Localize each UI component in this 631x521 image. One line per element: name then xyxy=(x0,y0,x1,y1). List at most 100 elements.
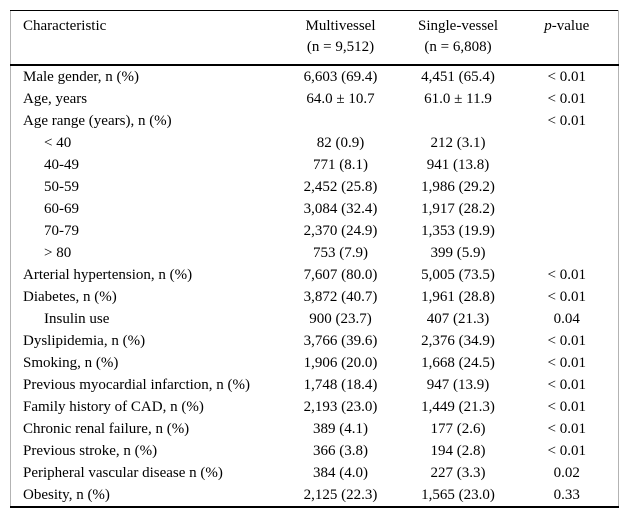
p-value: < 0.01 xyxy=(547,113,586,129)
table-row: 40-49 771 (8.1) 941 (13.8) xyxy=(11,154,619,176)
multivessel-value: 3,084 (32.4) xyxy=(303,201,378,217)
row-label: Previous myocardial infarction, n (%) xyxy=(23,377,251,393)
multivessel-value: 389 (4.1) xyxy=(313,421,368,437)
single-vessel-value: 4,451 (65.4) xyxy=(421,69,495,85)
single-vessel-value: 212 (3.1) xyxy=(430,135,486,151)
row-label: Arterial hypertension, n (%) xyxy=(23,267,193,283)
single-vessel-value xyxy=(401,110,516,132)
p-value: < 0.01 xyxy=(547,333,586,349)
single-vessel-value: 941 (13.8) xyxy=(426,157,490,173)
p-value: < 0.01 xyxy=(547,377,586,393)
row-label: < 40 xyxy=(44,135,72,151)
row-label: Male gender, n (%) xyxy=(23,69,140,85)
p-value: < 0.01 xyxy=(547,443,586,459)
table-row: 60-69 3,084 (32.4) 1,917 (28.2) xyxy=(11,198,619,220)
p-value xyxy=(516,198,619,220)
table-header-row: Characteristic Multivessel (n = 9,512) S… xyxy=(10,10,619,66)
row-label: Age range (years), n (%) xyxy=(23,113,172,129)
p-value xyxy=(516,176,619,198)
table-row: Previous stroke, n (%) 366 (3.8) 194 (2.8)… xyxy=(11,440,619,462)
col-header-multivessel: Multivessel (n = 9,512) xyxy=(280,10,401,66)
table-row: Peripheral vascular disease n (%) 384 (4.… xyxy=(11,462,619,484)
multivessel-value: 753 (7.9) xyxy=(313,245,368,261)
multivessel-value: 7,607 (80.0) xyxy=(303,267,378,283)
p-value: < 0.01 xyxy=(547,267,586,283)
single-vessel-value: 177 (2.6) xyxy=(430,421,486,437)
single-vessel-value: 1,353 (19.9) xyxy=(421,223,495,239)
single-vessel-header-label: Single-vessel xyxy=(418,18,498,34)
table-row: Male gender, n (%) 6,603 (69.4) 4,451 (65.… xyxy=(11,65,619,88)
row-label: Obesity, n (%) xyxy=(23,487,110,503)
characteristics-table: Characteristic Multivessel (n = 9,512) S… xyxy=(10,10,619,508)
single-vessel-header-n: (n = 6,808) xyxy=(424,39,492,55)
multivessel-value: 366 (3.8) xyxy=(313,443,368,459)
multivessel-value: 3,872 (40.7) xyxy=(303,289,378,305)
table-row: > 80 753 (7.9) 399 (5.9) xyxy=(11,242,619,264)
row-label: Chronic renal failure, n (%) xyxy=(23,421,190,437)
p-value-header-p: p xyxy=(544,18,552,34)
table-row: Family history of CAD, n (%) 2,193 (23.0)… xyxy=(11,396,619,418)
p-value xyxy=(516,154,619,176)
row-label: 50-59 xyxy=(44,179,79,195)
multivessel-value: 6,603 (69.4) xyxy=(303,69,378,85)
single-vessel-value: 1,668 (24.5) xyxy=(421,355,495,371)
col-header-characteristic: Characteristic xyxy=(10,10,281,66)
p-value: 0.04 xyxy=(553,311,580,327)
multivessel-value: 64.0 ± 10.7 xyxy=(306,91,375,107)
single-vessel-value: 947 (13.9) xyxy=(426,377,490,393)
multivessel-header-n: (n = 9,512) xyxy=(306,39,375,55)
single-vessel-value: 227 (3.3) xyxy=(430,465,486,481)
single-vessel-value: 1,961 (28.8) xyxy=(421,289,495,305)
row-label: 40-49 xyxy=(44,157,79,173)
table-row: Insulin use 900 (23.7) 407 (21.3) 0.04 xyxy=(11,308,619,330)
single-vessel-value: 1,449 (21.3) xyxy=(421,399,495,415)
multivessel-value: 2,125 (22.3) xyxy=(303,487,378,503)
single-vessel-value: 1,917 (28.2) xyxy=(421,201,495,217)
single-vessel-value: 5,005 (73.5) xyxy=(421,267,495,283)
table-row: Age range (years), n (%) < 0.01 xyxy=(11,110,619,132)
col-header-characteristic-label: Characteristic xyxy=(23,18,107,34)
multivessel-value: 2,370 (24.9) xyxy=(303,223,378,239)
p-value-header-label: p-value xyxy=(516,16,619,37)
multivessel-value: 384 (4.0) xyxy=(313,465,368,481)
single-vessel-value: 61.0 ± 11.9 xyxy=(424,91,492,107)
row-label: > 80 xyxy=(44,245,72,261)
single-vessel-value: 1,565 (23.0) xyxy=(421,487,495,503)
multivessel-value: 3,766 (39.6) xyxy=(303,333,378,349)
multivessel-value: 1,906 (20.0) xyxy=(303,355,378,371)
col-header-single-vessel: Single-vessel (n = 6,808) xyxy=(400,10,516,66)
p-value xyxy=(516,220,619,242)
p-value: < 0.01 xyxy=(547,399,586,415)
table-row: Diabetes, n (%) 3,872 (40.7) 1,961 (28.8) <… xyxy=(11,286,619,308)
p-value: < 0.01 xyxy=(547,69,586,85)
single-vessel-value: 399 (5.9) xyxy=(430,245,486,261)
table-row: < 40 82 (0.9) 212 (3.1) xyxy=(11,132,619,154)
row-label: Insulin use xyxy=(44,311,110,327)
table-row: Smoking, n (%) 1,906 (20.0) 1,668 (24.5) < … xyxy=(11,352,619,374)
multivessel-value: 2,452 (25.8) xyxy=(303,179,378,195)
p-value: 0.02 xyxy=(553,465,580,481)
p-value: 0.33 xyxy=(553,487,580,503)
p-value: < 0.01 xyxy=(547,421,586,437)
row-label: Age, years xyxy=(23,91,88,107)
table-row: Arterial hypertension, n (%) 7,607 (80.0)… xyxy=(11,264,619,286)
row-label: Peripheral vascular disease n (%) xyxy=(23,465,223,481)
row-label: Smoking, n (%) xyxy=(23,355,119,371)
multivessel-value xyxy=(281,110,401,132)
p-value xyxy=(516,242,619,264)
table-row: Age, years 64.0 ± 10.7 61.0 ± 11.9 < 0.01 xyxy=(11,88,619,110)
single-vessel-value: 194 (2.8) xyxy=(430,443,486,459)
p-value: < 0.01 xyxy=(547,91,586,107)
single-vessel-value: 2,376 (34.9) xyxy=(421,333,495,349)
single-vessel-value: 1,986 (29.2) xyxy=(421,179,495,195)
table-row: 50-59 2,452 (25.8) 1,986 (29.2) xyxy=(11,176,619,198)
table-row: Dyslipidemia, n (%) 3,766 (39.6) 2,376 (34… xyxy=(11,330,619,352)
multivessel-value: 82 (0.9) xyxy=(316,135,365,151)
table-row: Chronic renal failure, n (%) 389 (4.1) 177… xyxy=(11,418,619,440)
col-header-p-value: p-value xyxy=(515,10,619,66)
table-body: Male gender, n (%) 6,603 (69.4) 4,451 (65.… xyxy=(11,65,619,507)
row-label: Dyslipidemia, n (%) xyxy=(23,333,146,349)
row-label: Family history of CAD, n (%) xyxy=(23,399,204,415)
row-label: 60-69 xyxy=(44,201,79,217)
